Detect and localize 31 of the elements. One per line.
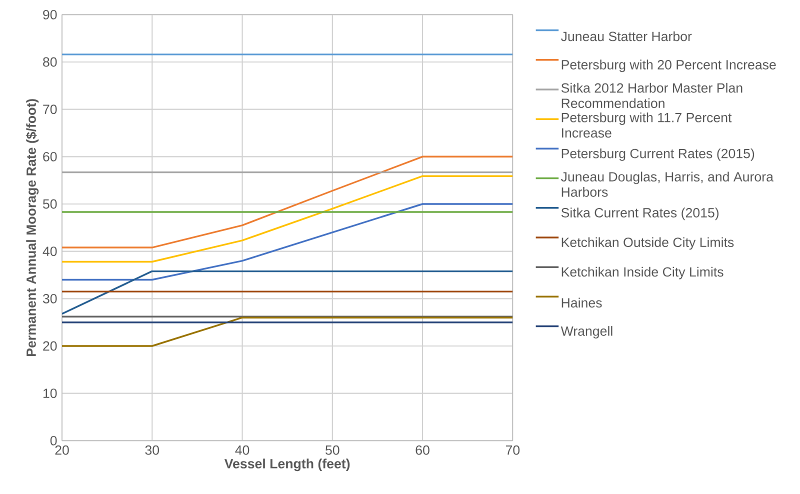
legend-label: Petersburg Current Rates (2015) (562, 148, 754, 161)
x-tick-label: 50 (326, 445, 340, 455)
line-series (62, 175, 513, 263)
y-tick-label: 50 (43, 199, 57, 209)
legend-label: Wrangell (560, 326, 612, 338)
y-tick-label: 10 (43, 388, 57, 398)
legend-label: Haines (562, 298, 602, 308)
line-series (62, 156, 513, 248)
y-tick-label: 60 (43, 152, 57, 162)
y-tick-label: 40 (42, 246, 57, 256)
y-tick-label: 30 (42, 294, 57, 304)
legend-label: Petersburg with 20 Percent Increase (562, 60, 776, 72)
legend-label: Petersburg with 11.7 Percent Increase (562, 112, 732, 138)
y-tick-label: 70 (43, 104, 57, 114)
legend-label: Juneau Douglas, Harris, and Aurora Harbors (560, 172, 774, 197)
y-tick-label: 0 (50, 436, 57, 446)
x-tick-label: 20 (55, 445, 69, 455)
x-tick-label: 70 (506, 445, 520, 455)
y-axis-title: Permanent Annual Moorage Rate ($/foot) (26, 99, 39, 356)
legend-label: Ketchikan Inside City Limits (562, 266, 724, 280)
x-tick-label: 40 (235, 445, 250, 455)
legend-label: Sitka 2012 Harbor Master Plan Recommendation (561, 82, 742, 108)
y-tick-label: 90 (43, 10, 57, 20)
x-tick-label: 30 (145, 445, 160, 455)
x-tick-label: 60 (416, 445, 430, 455)
legend-label: Juneau Statter Harbor (560, 31, 692, 42)
legend-label: Sitka Current Rates (2015) (561, 208, 719, 220)
y-tick-label: 80 (43, 57, 57, 67)
legend-label: Ketchikan Outside City Limits (562, 237, 734, 250)
y-tick-label: 20 (43, 341, 57, 351)
x-axis-title: Vessel Length (feet) (224, 458, 350, 472)
